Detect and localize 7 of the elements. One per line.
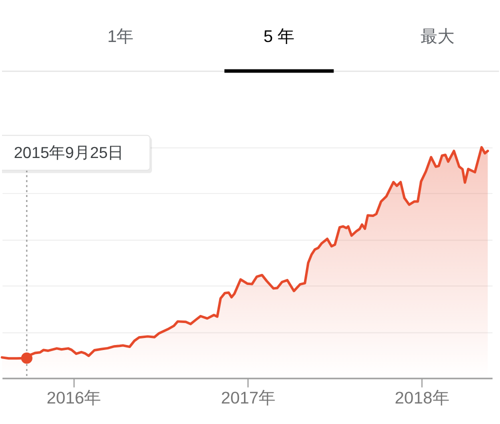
ref-line-label: 2015年9月25日: [14, 144, 124, 162]
x-tick-label: 2018年: [394, 388, 450, 408]
text: 最大: [420, 26, 455, 46]
text: 1年: [107, 26, 134, 46]
text: 5 年: [264, 26, 295, 46]
x-tick-label: 2016年: [46, 388, 102, 408]
x-tick-label: 2017年: [220, 388, 276, 408]
